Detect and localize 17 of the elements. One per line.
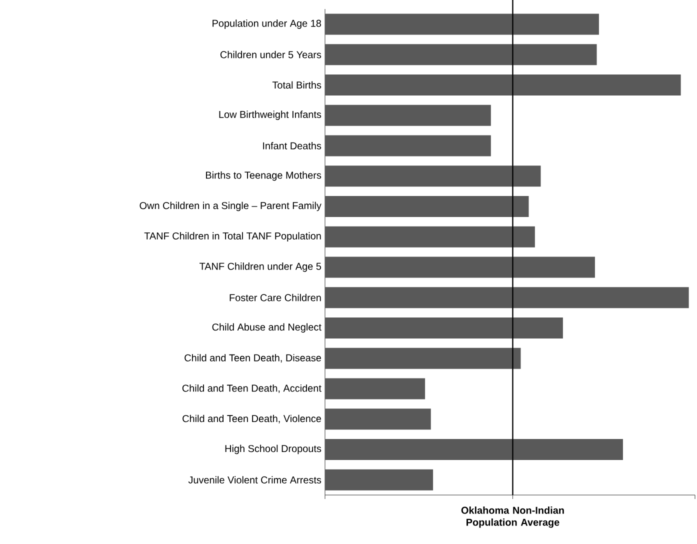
y-tick-label: TANF Children under Age 5: [200, 262, 322, 272]
ref-line-label: Oklahoma Non-Indian Population Average: [461, 506, 564, 528]
y-tick-label: Infant Deaths: [263, 142, 322, 150]
y-tick-label: Children under 5 Years: [220, 50, 322, 58]
y-tick-label: Juvenile Violent Crime Arrests: [188, 476, 322, 484]
y-tick-label: Population under Age 18: [212, 20, 322, 29]
y-tick-label: Child and Teen Death, Accident: [182, 384, 322, 393]
y-tick-label: Own Children in a Single – Parent Family: [140, 202, 322, 212]
y-tick-label: Child and Teen Death, Disease: [184, 354, 321, 363]
y-tick-label: Child and Teen Death, Violence: [182, 414, 322, 424]
y-tick-label: Foster Care Children: [230, 294, 321, 302]
y-tick-label: High School Dropouts: [225, 444, 322, 454]
y-tick-label: TANF Children in Total TANF Population: [144, 232, 321, 242]
y-tick-label: Total Births: [272, 81, 322, 89]
y-tick-label: Births to Teenage Mothers: [206, 171, 322, 181]
y-tick-label: Low Birthweight Infants: [219, 110, 322, 120]
y-tick-label: Child Abuse and Neglect: [212, 323, 322, 333]
